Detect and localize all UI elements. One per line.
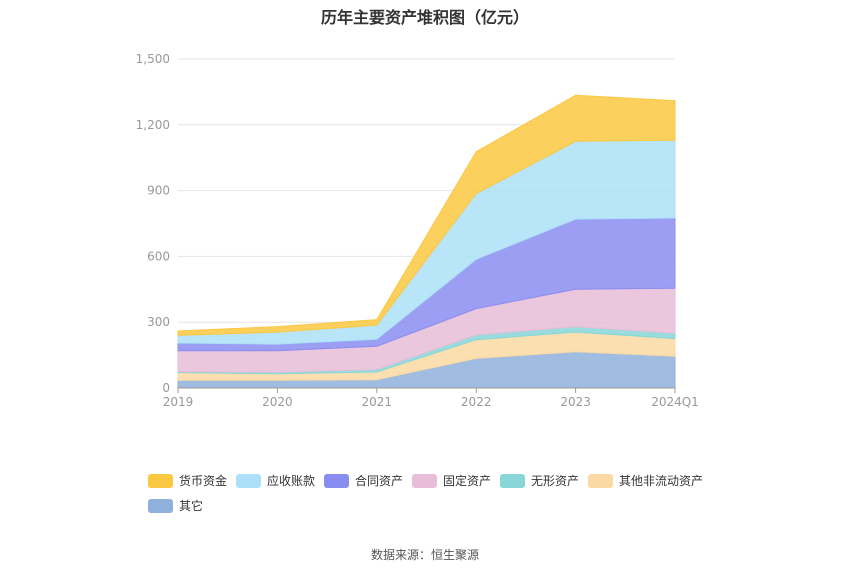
legend-item[interactable]: 合同资产 — [324, 472, 403, 489]
legend-item[interactable]: 固定资产 — [412, 472, 491, 489]
legend-item[interactable]: 无形资产 — [500, 472, 579, 489]
legend-label: 应收账款 — [267, 474, 316, 488]
legend-swatch — [236, 473, 261, 488]
y-tick-label: 1,500 — [136, 52, 170, 66]
y-tick-label: 1,200 — [136, 118, 170, 132]
legend-swatch — [500, 473, 525, 488]
axes: 0 300 600 900 1,200 1,500 2019 2020 2021 2022 2023… — [136, 52, 699, 409]
legend-label: 其它 — [179, 499, 204, 513]
legend-swatch — [588, 473, 613, 488]
y-tick-label: 600 — [147, 249, 170, 263]
legend-swatch — [148, 498, 173, 513]
legend-item[interactable]: 货币资金 — [148, 472, 227, 489]
legend-label: 固定资产 — [443, 474, 492, 488]
legend-label: 货币资金 — [179, 474, 228, 488]
legend-label: 其他非流动资产 — [619, 474, 704, 488]
legend-swatch — [324, 473, 349, 488]
area-货币资金 — [177, 94, 676, 336]
x-tick-label: 2020 — [262, 395, 293, 409]
legend-item[interactable]: 其他非流动资产 — [588, 472, 703, 489]
x-tick-label: 2022 — [461, 395, 492, 409]
x-tick-label: 2023 — [560, 395, 591, 409]
chart-title: 历年主要资产堆积图（亿元） — [320, 8, 529, 27]
y-tick-label: 900 — [147, 184, 170, 198]
legend-item[interactable]: 应收账款 — [236, 472, 315, 489]
y-tick-label: 300 — [147, 315, 170, 329]
data-source: 数据来源：恒生聚源 — [370, 548, 479, 562]
legend-label: 合同资产 — [355, 474, 404, 488]
legend-label: 无形资产 — [531, 474, 580, 488]
x-tick-label: 2019 — [163, 395, 194, 409]
legend-item[interactable]: 其它 — [148, 497, 203, 514]
y-tick-label: 0 — [162, 381, 170, 395]
x-tick-label: 2024Q1 — [651, 395, 699, 409]
x-tick-label: 2021 — [362, 395, 393, 409]
legend-swatch — [412, 473, 437, 488]
area-series — [177, 94, 676, 389]
legend-swatch — [148, 473, 173, 488]
